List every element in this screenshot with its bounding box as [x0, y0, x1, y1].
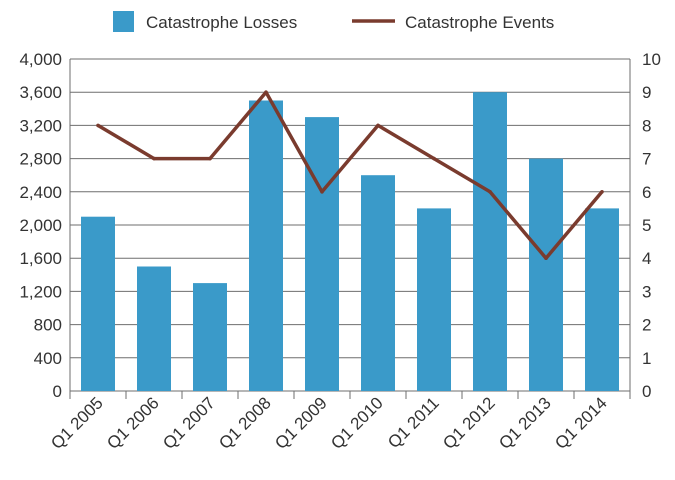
line-point [96, 123, 100, 128]
bar-series [81, 92, 619, 391]
bar [361, 175, 395, 391]
left-y-tick-label: 2,800 [19, 150, 62, 169]
line-point [432, 156, 436, 161]
events-line [97, 90, 604, 260]
x-tick-label: Q1 2006 [103, 393, 163, 453]
x-tick-label: Q1 2008 [215, 393, 275, 453]
line-point [264, 90, 268, 94]
legend: Catastrophe Losses Catastrophe Events [113, 11, 554, 32]
bar [249, 100, 283, 391]
right-y-tick-label: 8 [642, 116, 651, 135]
left-y-tick-label: 1,600 [19, 249, 62, 268]
right-y-tick-label: 6 [642, 183, 651, 202]
x-tick-label: Q1 2009 [271, 393, 331, 453]
axes [69, 59, 631, 399]
bar [305, 117, 339, 391]
left-y-tick-label: 3,200 [19, 116, 62, 135]
line-series [96, 90, 604, 261]
right-y-tick-label: 3 [642, 282, 651, 301]
bar [473, 92, 507, 391]
x-tick-label: Q1 2005 [47, 393, 107, 453]
right-y-tick-label: 9 [642, 83, 651, 102]
bar [81, 216, 115, 391]
x-tick-label: Q1 2011 [384, 393, 443, 452]
left-y-tick-label: 0 [53, 382, 62, 401]
bar [585, 208, 619, 391]
left-y-tick-label: 800 [34, 316, 62, 335]
line-point [488, 190, 492, 194]
line-point [152, 156, 156, 161]
legend-label-losses: Catastrophe Losses [146, 13, 297, 32]
line-point [208, 156, 212, 161]
left-y-tick-label: 2,400 [19, 183, 62, 202]
x-tick-label: Q1 2007 [159, 393, 219, 453]
bar [417, 208, 451, 391]
x-tick-label: Q1 2010 [327, 393, 387, 453]
left-y-tick-label: 4,000 [19, 50, 62, 69]
left-y-tick-label: 1,200 [19, 282, 62, 301]
line-point [600, 190, 604, 194]
line-point [544, 256, 548, 261]
legend-swatch-losses [113, 11, 134, 32]
left-y-tick-label: 2,000 [19, 216, 62, 235]
legend-label-events: Catastrophe Events [405, 13, 554, 32]
x-tick-label: Q1 2013 [495, 393, 555, 453]
right-y-axis-ticks: 0 1 2 3 4 5 6 7 8 9 10 [642, 50, 661, 401]
right-y-tick-label: 1 [642, 349, 651, 368]
right-y-tick-label: 0 [642, 382, 651, 401]
x-tick-label: Q1 2014 [551, 393, 611, 453]
right-y-tick-label: 5 [642, 216, 651, 235]
bar [529, 158, 563, 391]
right-y-tick-label: 4 [642, 249, 651, 268]
right-y-tick-label: 2 [642, 316, 651, 335]
line-point [376, 123, 380, 128]
line-point [320, 190, 324, 194]
bar [137, 266, 171, 391]
left-y-tick-label: 3,600 [19, 83, 62, 102]
left-y-tick-label: 400 [34, 349, 62, 368]
x-tick-label: Q1 2012 [439, 393, 499, 453]
right-y-tick-label: 7 [642, 150, 651, 169]
bar [193, 283, 227, 391]
left-y-axis-ticks: 0 400 800 1,200 1,600 2,000 2,400 2,800 3,200 3,6… [19, 50, 62, 401]
right-y-tick-label: 10 [642, 50, 661, 69]
